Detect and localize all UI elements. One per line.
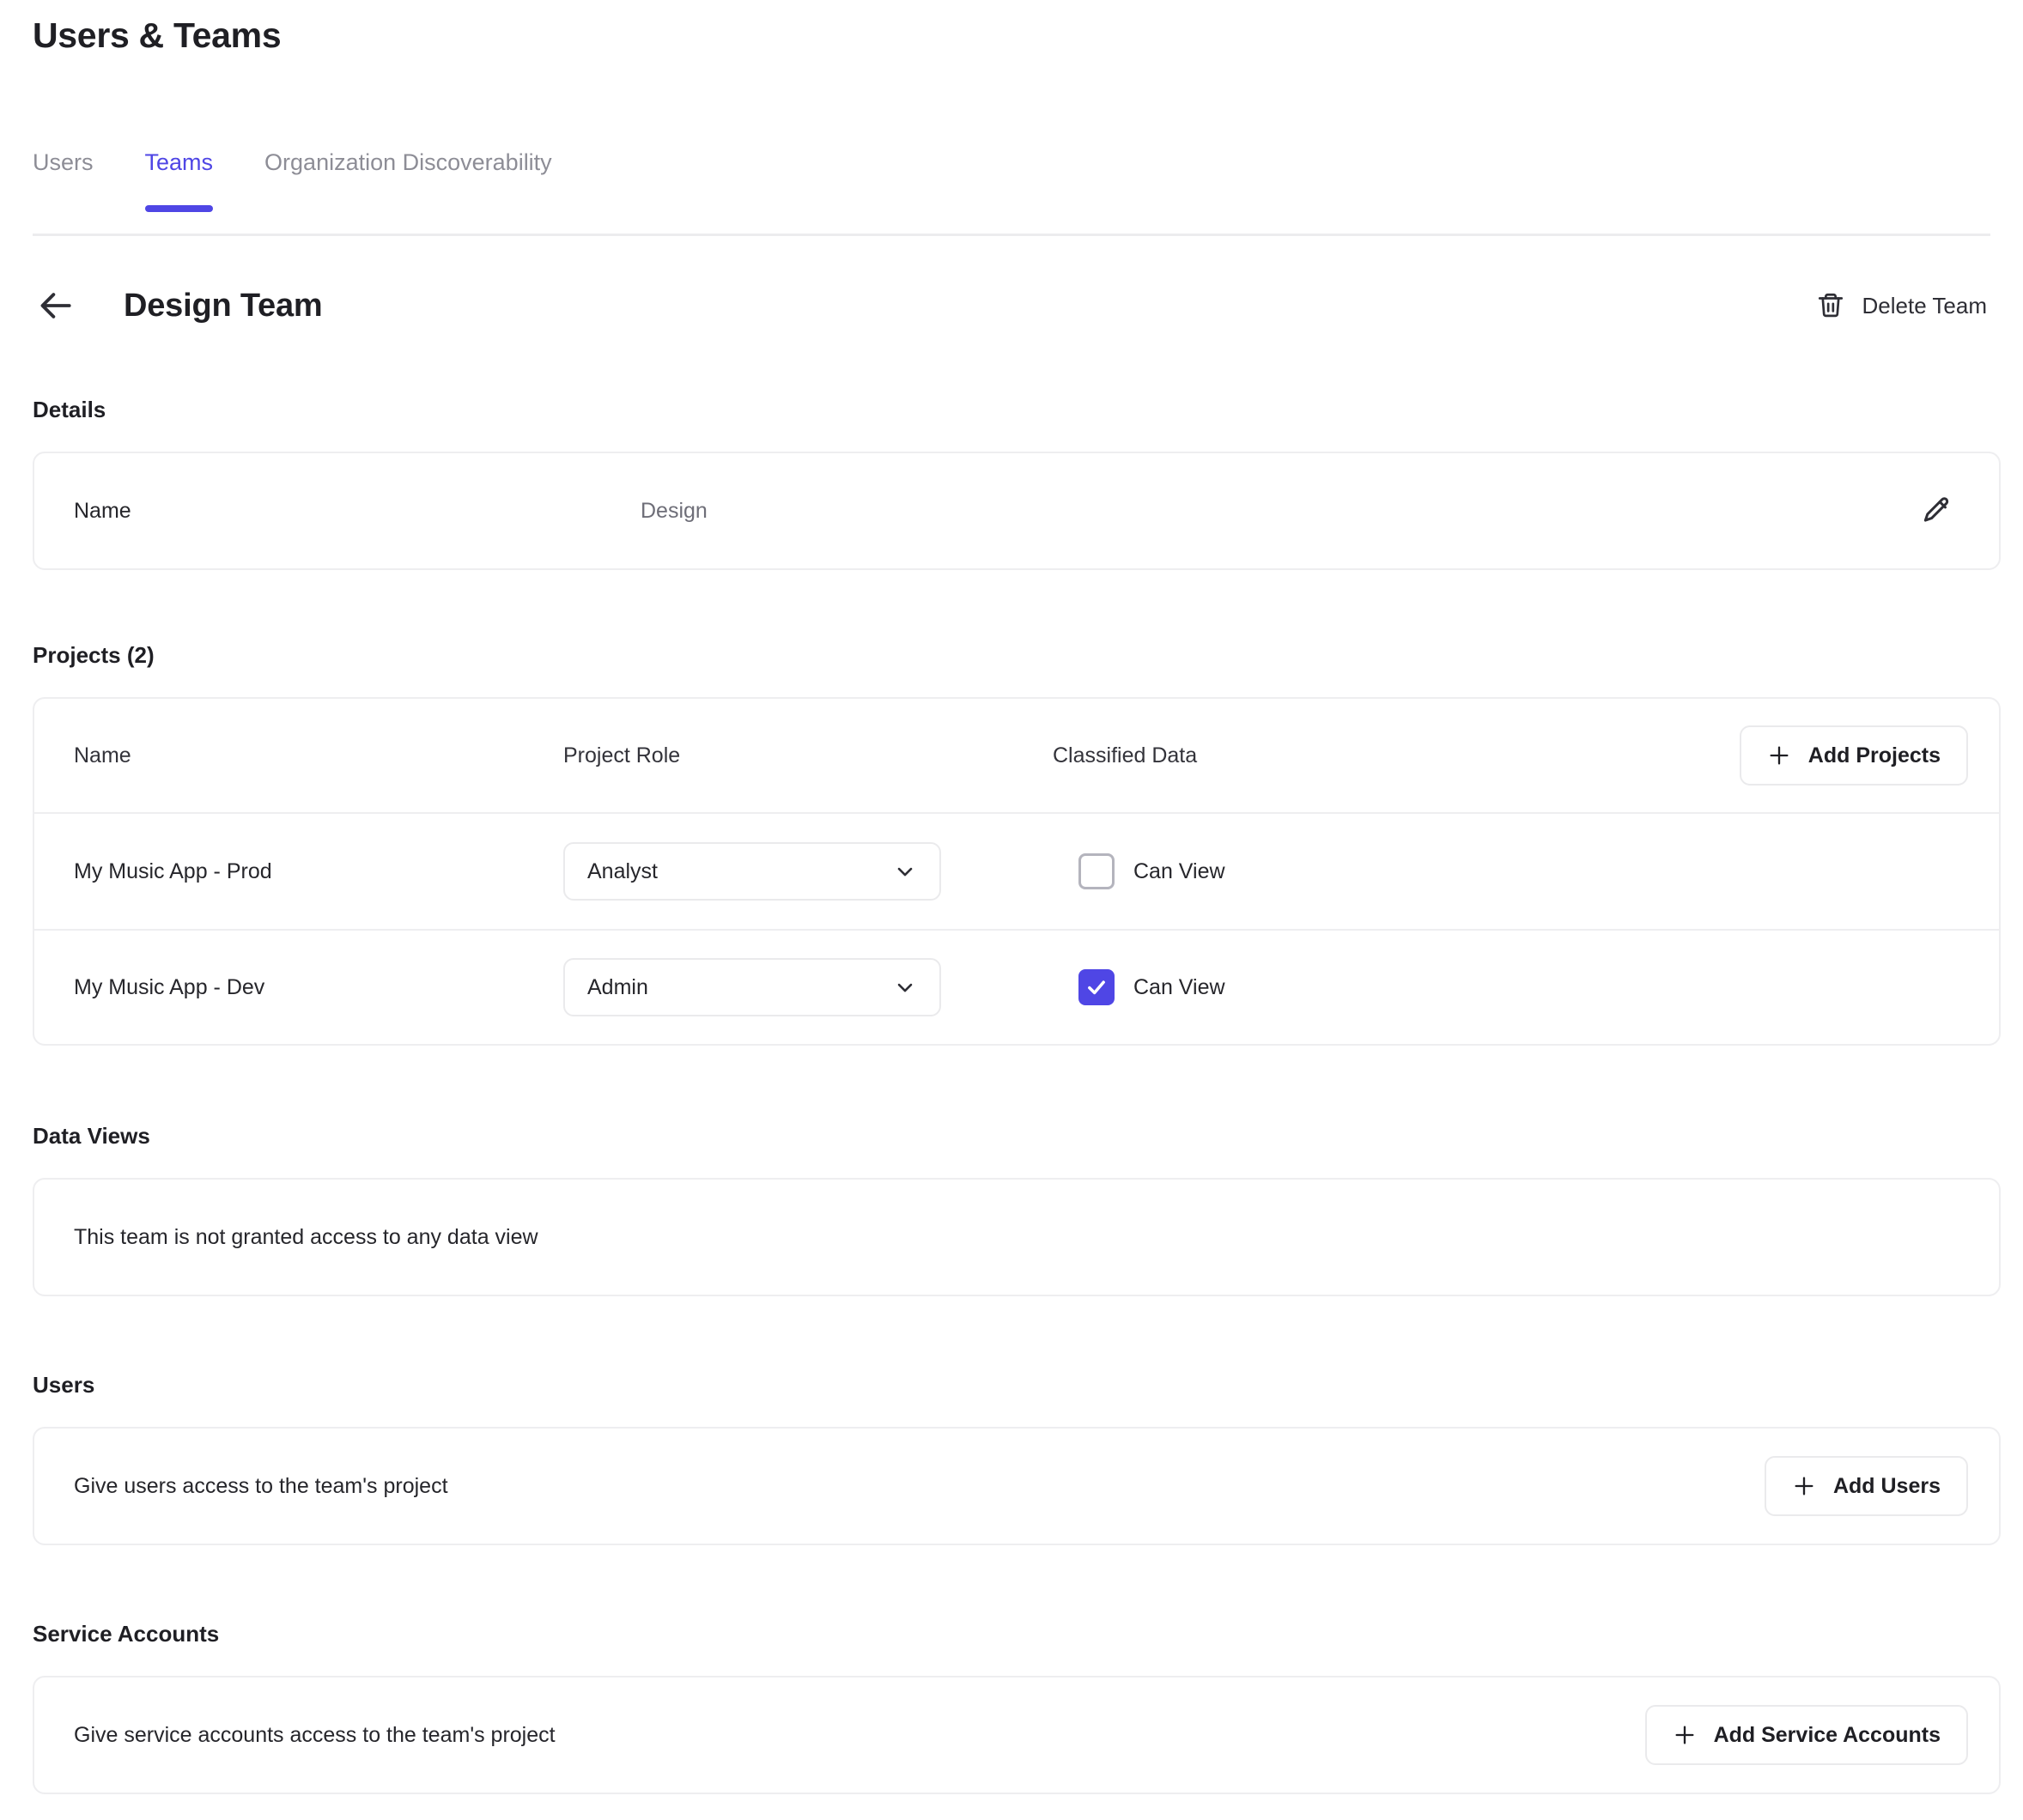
project-role-select[interactable]: Analyst xyxy=(563,842,941,901)
details-heading: Details xyxy=(33,397,106,422)
can-view-label: Can View xyxy=(1133,858,1225,883)
users-card: Give users access to the team's project … xyxy=(33,1427,2001,1545)
details-name-value: Design xyxy=(641,498,708,523)
column-header-project-role: Project Role xyxy=(563,743,681,767)
projects-heading: Projects (2) xyxy=(33,642,155,668)
plus-icon xyxy=(1792,1474,1816,1498)
tab-users[interactable]: Users xyxy=(33,149,94,175)
service-accounts-empty-row: Give service accounts access to the team… xyxy=(34,1677,1999,1793)
tab-organization-discoverability[interactable]: Organization Discoverability xyxy=(264,149,552,175)
edit-name-button[interactable] xyxy=(1913,488,1959,534)
table-row: My Music App - Prod Analyst Can View xyxy=(34,814,1999,929)
projects-table-header: Name Project Role Classified Data Add Pr… xyxy=(34,699,1999,814)
pencil-icon xyxy=(1920,494,1953,527)
delete-team-label: Delete Team xyxy=(1862,292,1988,318)
page-title: Users & Teams xyxy=(33,15,282,55)
add-users-label: Add Users xyxy=(1832,1473,1941,1498)
details-card: Name Design xyxy=(33,452,2001,570)
classified-data-cell: Can View xyxy=(1053,969,1968,1005)
data-views-empty-row: This team is not granted access to any d… xyxy=(34,1180,1999,1295)
users-empty-row: Give users access to the team's project … xyxy=(34,1429,1999,1544)
users-empty-text: Give users access to the team's project xyxy=(74,1473,448,1498)
project-name: My Music App - Dev xyxy=(74,974,265,999)
tab-bar: Users Teams Organization Discoverability xyxy=(33,149,552,221)
project-role-cell: Admin xyxy=(563,958,1053,1016)
column-header-classified-data: Classified Data xyxy=(1053,743,1198,767)
project-role-value: Admin xyxy=(587,974,648,999)
project-role-select[interactable]: Admin xyxy=(563,958,941,1016)
add-projects-label: Add Projects xyxy=(1807,743,1941,767)
tab-teams[interactable]: Teams xyxy=(144,149,213,221)
team-header: Design Team Delete Team xyxy=(33,273,1990,338)
can-view-checkbox[interactable] xyxy=(1078,853,1115,889)
plus-icon xyxy=(1673,1723,1697,1747)
add-service-accounts-label: Add Service Accounts xyxy=(1713,1722,1941,1747)
chevron-down-icon xyxy=(893,975,917,999)
trash-icon xyxy=(1816,291,1845,320)
details-name-row: Name Design xyxy=(34,453,1999,568)
delete-team-button[interactable]: Delete Team xyxy=(1816,291,1991,320)
chevron-down-icon xyxy=(893,859,917,883)
back-button[interactable] xyxy=(33,282,81,330)
users-heading: Users xyxy=(33,1372,95,1398)
details-name-label: Name xyxy=(74,498,131,523)
add-users-button[interactable]: Add Users xyxy=(1764,1456,1968,1516)
team-title: Design Team xyxy=(124,287,323,324)
table-row: My Music App - Dev Admin xyxy=(34,929,1999,1044)
project-name: My Music App - Prod xyxy=(74,858,272,883)
service-accounts-empty-text: Give service accounts access to the team… xyxy=(74,1722,556,1747)
can-view-checkbox[interactable] xyxy=(1078,969,1115,1005)
column-header-name: Name xyxy=(74,743,131,767)
projects-card: Name Project Role Classified Data Add Pr… xyxy=(33,697,2001,1046)
arrow-left-icon xyxy=(38,287,76,325)
tabs-divider xyxy=(33,234,1990,236)
service-accounts-heading: Service Accounts xyxy=(33,1621,220,1647)
plus-icon xyxy=(1767,743,1791,767)
project-role-value: Analyst xyxy=(587,858,658,883)
add-projects-button[interactable]: Add Projects xyxy=(1739,725,1968,786)
check-icon xyxy=(1084,975,1109,999)
add-service-accounts-button[interactable]: Add Service Accounts xyxy=(1644,1705,1968,1765)
project-role-cell: Analyst xyxy=(563,842,1053,901)
data-views-heading: Data Views xyxy=(33,1123,150,1149)
can-view-label: Can View xyxy=(1133,974,1225,999)
classified-data-cell: Can View xyxy=(1053,853,1968,889)
data-views-card: This team is not granted access to any d… xyxy=(33,1178,2001,1296)
service-accounts-card: Give service accounts access to the team… xyxy=(33,1676,2001,1794)
data-views-empty-text: This team is not granted access to any d… xyxy=(74,1224,538,1249)
